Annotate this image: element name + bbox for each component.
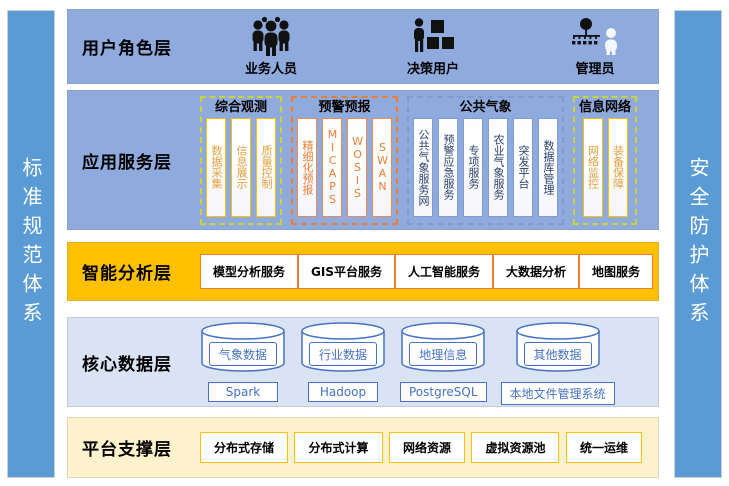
group-public-meteorology: 公共气象 公共气象服务网 预警应急服务 专项服务 农业气象服务 突发平台 数据库…: [407, 95, 564, 225]
service-item: 数据采集: [206, 117, 226, 217]
group-title: 公共气象: [459, 99, 512, 115]
engine-label: 本地文件管理系统: [500, 382, 615, 405]
group-title: 综合观测: [214, 99, 267, 115]
service-item: SWAN: [372, 117, 392, 217]
database-label: 其他数据: [523, 342, 592, 366]
engine-label: Spark: [208, 382, 278, 402]
business-users-label: 业务人员: [244, 62, 297, 77]
standards-system-pillar: 标准规范体系: [7, 10, 55, 478]
platform-item: 统一运维: [565, 432, 642, 463]
analysis-item: 大数据分析: [493, 254, 580, 289]
group-warning-forecast: 预警预报 精细化预报 MICAPS WOSIS SWAN: [291, 95, 398, 225]
user-decision: 决策用户: [390, 16, 476, 77]
business-users-icon: [248, 16, 294, 56]
app-service-layer-label: 应用服务层: [82, 152, 172, 173]
database-label: 地理信息: [409, 342, 478, 366]
engine-label: Hadoop: [308, 382, 378, 402]
database-label: 气象数据: [209, 342, 277, 366]
analysis-item: 人工智能服务: [394, 254, 493, 289]
platform-item: 网络资源: [388, 432, 465, 463]
service-item: 网络监控: [582, 117, 603, 217]
user-role-items: 业务人员 决策用户: [200, 16, 658, 77]
security-system-pillar: 安全防护体系: [674, 10, 722, 478]
database-cylinder-icon: 地理信息: [400, 321, 486, 373]
analysis-items: 模型分析服务 GIS平台服务 人工智能服务 大数据分析 地图服务: [200, 254, 669, 289]
analysis-layer-label: 智能分析层: [82, 264, 172, 284]
platform-item: 分布式存储: [200, 432, 289, 463]
service-item: 精细化预报: [297, 117, 317, 217]
admin-label: 管理员: [575, 62, 615, 77]
database-cylinder-icon: 行业数据: [300, 321, 386, 373]
standards-system-label: 标准规范体系: [19, 157, 43, 331]
admin-orgchart-icon: [569, 16, 621, 56]
decision-user-label: 决策用户: [406, 62, 459, 77]
user-role-layer-label: 用户角色层: [82, 39, 172, 59]
group-comprehensive-observation: 综合观测 数据采集 信息展示 质量控制: [200, 95, 282, 225]
user-business: 业务人员: [228, 16, 314, 77]
service-item: WOSIS: [347, 117, 367, 217]
platform-item: 分布式计算: [294, 432, 383, 463]
service-item: 数据库管理: [538, 117, 558, 217]
database-cylinder-icon: 气象数据: [200, 321, 286, 373]
app-service-groups: 综合观测 数据采集 信息展示 质量控制 预警预报 精细化预报 MICAPS WO…: [200, 95, 658, 225]
service-item: 突发平台: [513, 117, 533, 217]
service-item: 农业气象服务: [488, 117, 508, 217]
security-system-label: 安全防护体系: [686, 157, 710, 331]
user-role-layer: 用户角色层 业务人员: [67, 9, 659, 84]
platform-items: 分布式存储 分布式计算 网络资源 虚拟资源池 统一运维: [200, 432, 658, 463]
analysis-item: 模型分析服务: [200, 254, 299, 289]
service-item: 装备保障: [607, 117, 628, 217]
group-title: 预警预报: [318, 99, 371, 115]
core-data-layer: 核心数据层 气象数据 Spark 行业数据 Hadoop: [67, 317, 659, 407]
core-data-layer-label: 核心数据层: [82, 354, 172, 375]
database-column: 行业数据 Hadoop: [300, 321, 386, 402]
platform-layer-label: 平台支撑层: [82, 440, 172, 460]
user-admin: 管理员: [552, 16, 638, 77]
service-item: MICAPS: [322, 117, 342, 217]
analysis-layer: 智能分析层 模型分析服务 GIS平台服务 人工智能服务 大数据分析 地图服务: [67, 242, 659, 301]
analysis-item: GIS平台服务: [298, 254, 395, 289]
database-column: 其他数据 本地文件管理系统: [500, 321, 615, 405]
service-item: 公共气象服务网: [413, 117, 433, 217]
analysis-item: 地图服务: [579, 254, 654, 289]
database-cylinder-icon: 其他数据: [515, 321, 601, 373]
database-label: 行业数据: [309, 342, 377, 366]
service-item: 预警应急服务: [438, 117, 458, 217]
engine-label: PostgreSQL: [400, 382, 487, 402]
database-column: 地理信息 PostgreSQL: [400, 321, 487, 402]
service-item: 信息展示: [231, 117, 251, 217]
core-data-items: 气象数据 Spark 行业数据 Hadoop 地理信息 P: [200, 319, 658, 405]
group-title: 信息网络: [579, 99, 632, 115]
group-information-network: 信息网络 网络监控 装备保障: [573, 95, 638, 225]
decision-user-icon: [410, 16, 456, 56]
service-item: 专项服务: [463, 117, 483, 217]
platform-item: 虚拟资源池: [471, 432, 560, 463]
database-column: 气象数据 Spark: [200, 321, 286, 402]
app-service-layer: 应用服务层 综合观测 数据采集 信息展示 质量控制 预警预报 精细化预报 MIC…: [67, 90, 659, 230]
service-item: 质量控制: [256, 117, 276, 217]
platform-layer: 平台支撑层 分布式存储 分布式计算 网络资源 虚拟资源池 统一运维: [67, 417, 659, 478]
